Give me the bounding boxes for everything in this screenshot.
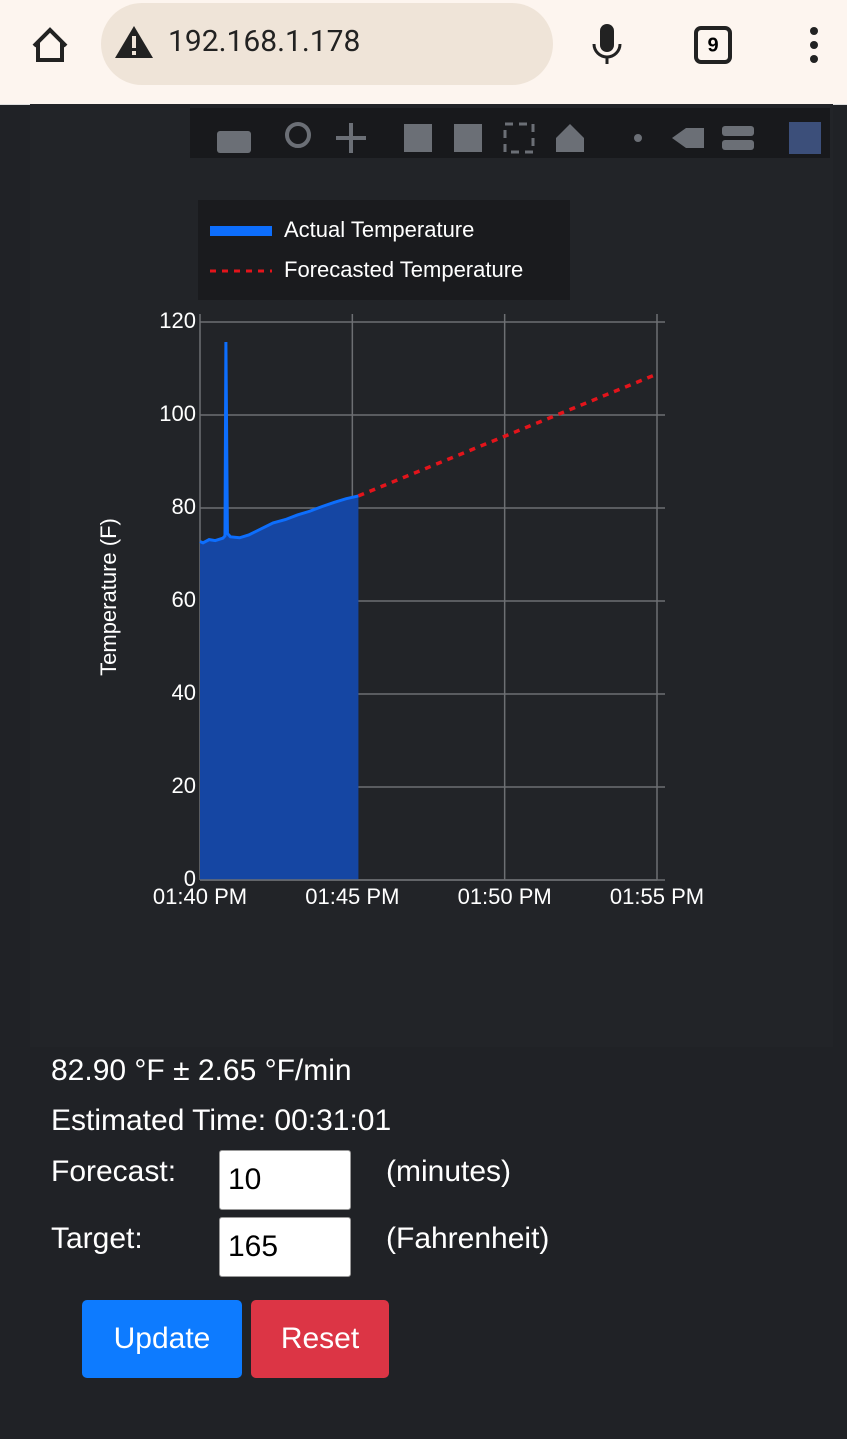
- modebar: [190, 108, 830, 158]
- target-unit: (Fahrenheit): [386, 1222, 550, 1255]
- y-tick-label: 0: [184, 866, 196, 891]
- y-tick-label: 100: [159, 401, 196, 426]
- forecast-unit: (minutes): [386, 1155, 512, 1188]
- spike-icon[interactable]: [634, 134, 642, 142]
- line: [357, 372, 658, 498]
- menu-icon[interactable]: [810, 27, 818, 35]
- url-text: 192.168.1.178: [168, 24, 361, 59]
- browser-icons: [32, 27, 68, 62]
- target-input[interactable]: [219, 1217, 351, 1277]
- area: [200, 341, 359, 880]
- browser-bar: 9 192.168.1.178: [0, 0, 847, 105]
- y-axis-label: Temperature (F): [96, 518, 121, 676]
- tab-count-box[interactable]: [694, 26, 732, 64]
- rate-text: 82.90 °F ± 2.65 °F/min: [51, 1054, 352, 1087]
- forecast-label: Forecast:: [51, 1155, 177, 1188]
- legend-label: Actual Temperature: [284, 217, 474, 242]
- pan-icon[interactable]: [336, 123, 366, 153]
- browser-icons: 9: [115, 24, 818, 64]
- hover-closest-icon[interactable]: [672, 128, 704, 148]
- y-tick-label: 120: [159, 308, 196, 333]
- autoscale-icon[interactable]: [503, 122, 535, 154]
- estimate-text: Estimated Time: 00:31:01: [51, 1104, 392, 1137]
- reset-button[interactable]: Reset: [251, 1300, 389, 1378]
- y-tick-label: 40: [172, 680, 196, 705]
- legend-box: [198, 200, 570, 300]
- line: [199, 341, 359, 545]
- zoom-out-icon[interactable]: [454, 124, 482, 152]
- url-bar[interactable]: [101, 3, 553, 85]
- chart: Temperature (F) 0 20 40 60 80 100 120 01:40 PM 0…: [96, 108, 830, 909]
- reset-axes-icon[interactable]: [556, 124, 584, 152]
- legend-label: Forecasted Temperature: [284, 257, 523, 282]
- camera-icon[interactable]: [217, 131, 251, 153]
- mic-icon[interactable]: [600, 24, 614, 52]
- x-tick-label: 01:45 PM: [305, 884, 399, 909]
- tab-count: 9: [707, 34, 718, 56]
- update-button[interactable]: Update: [82, 1300, 242, 1378]
- forecast-input[interactable]: [219, 1150, 351, 1210]
- x-tick-label: 01:55 PM: [610, 884, 704, 909]
- y-tick-label: 60: [172, 587, 196, 612]
- zoom-icon[interactable]: [285, 122, 311, 148]
- y-tick-label: 20: [172, 773, 196, 798]
- x-tick-label: 01:40 PM: [153, 884, 247, 909]
- target-label: Target:: [51, 1222, 143, 1255]
- home-icon[interactable]: [32, 27, 68, 62]
- zoom-in-icon[interactable]: [404, 124, 432, 152]
- y-tick-label: 80: [172, 494, 196, 519]
- x-tick-label: 01:50 PM: [458, 884, 552, 909]
- hover-compare-icon[interactable]: [722, 126, 754, 136]
- plotly-logo[interactable]: [789, 122, 821, 154]
